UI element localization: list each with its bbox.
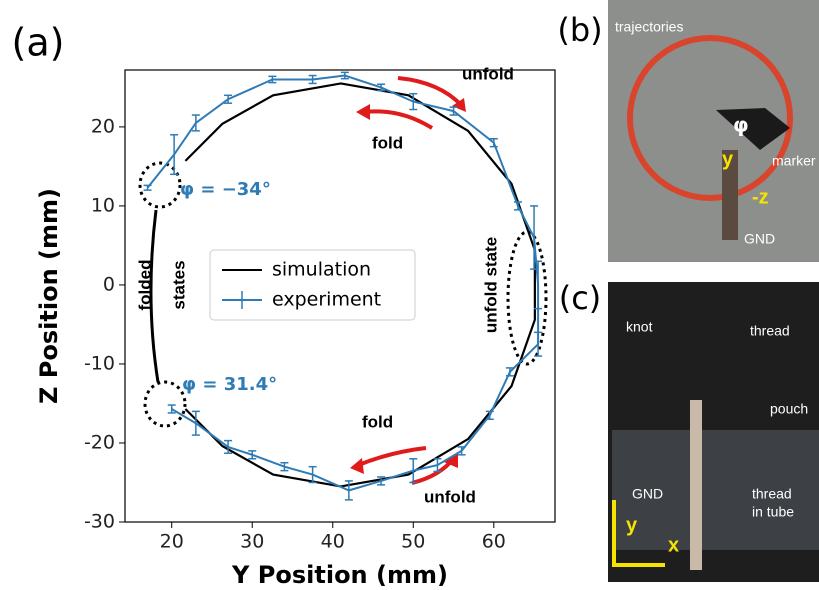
legend-label: simulation — [272, 259, 371, 281]
photo-label: thread — [750, 323, 790, 339]
y-tick-label: 20 — [91, 115, 115, 137]
photo-tube — [690, 400, 702, 570]
photo-label: x — [668, 534, 679, 556]
photo-label: pouch — [770, 401, 808, 417]
y-tick-label: -30 — [84, 511, 115, 533]
photo-label: knot — [626, 319, 653, 335]
x-tick-label: 20 — [160, 531, 184, 553]
x-tick-label: 30 — [240, 531, 264, 553]
x-tick-label: 50 — [401, 531, 425, 553]
annotation: unfold state — [481, 237, 500, 333]
annotation: unfold — [462, 64, 514, 83]
photo-label: φ — [733, 113, 749, 137]
annotation: fold — [362, 412, 393, 431]
annotation: folded — [135, 260, 154, 311]
panel-label: (a) — [12, 21, 65, 65]
panel-label: (c) — [559, 279, 602, 317]
error-bar — [534, 332, 542, 356]
x-tick-label: 60 — [482, 531, 506, 553]
x-tick-label: 40 — [321, 531, 345, 553]
annotation: fold — [372, 133, 403, 152]
photo-label: marker — [772, 153, 816, 169]
y-axis-title: Z Position (mm) — [35, 188, 63, 404]
error-bar — [170, 135, 178, 175]
y-tick-label: 0 — [103, 273, 115, 295]
y-tick-label: 10 — [91, 194, 115, 216]
photo-label: thread — [752, 486, 792, 502]
y-tick-label: -10 — [84, 352, 115, 374]
annotation: φ = −34° — [180, 179, 271, 200]
legend-label: experiment — [272, 289, 381, 311]
photo-label: trajectories — [615, 19, 683, 35]
photo-label: y — [722, 148, 734, 170]
panel-label: (b) — [557, 11, 602, 49]
photo-label: GND — [744, 231, 775, 247]
x-axis-title: Y Position (mm) — [231, 561, 448, 589]
annotation: unfold — [424, 487, 476, 506]
y-tick-label: -20 — [84, 431, 115, 453]
figure: (a) Y Position (mm) Z Position (mm) unfo… — [0, 0, 819, 590]
photo-label: in tube — [752, 504, 794, 520]
photo-label: y — [626, 514, 638, 536]
photo-label: -z — [752, 186, 769, 208]
error-bar — [144, 185, 152, 190]
annotation: states — [169, 260, 188, 309]
photo-label: GND — [632, 486, 663, 502]
annotation: φ = 31.4° — [182, 374, 277, 395]
